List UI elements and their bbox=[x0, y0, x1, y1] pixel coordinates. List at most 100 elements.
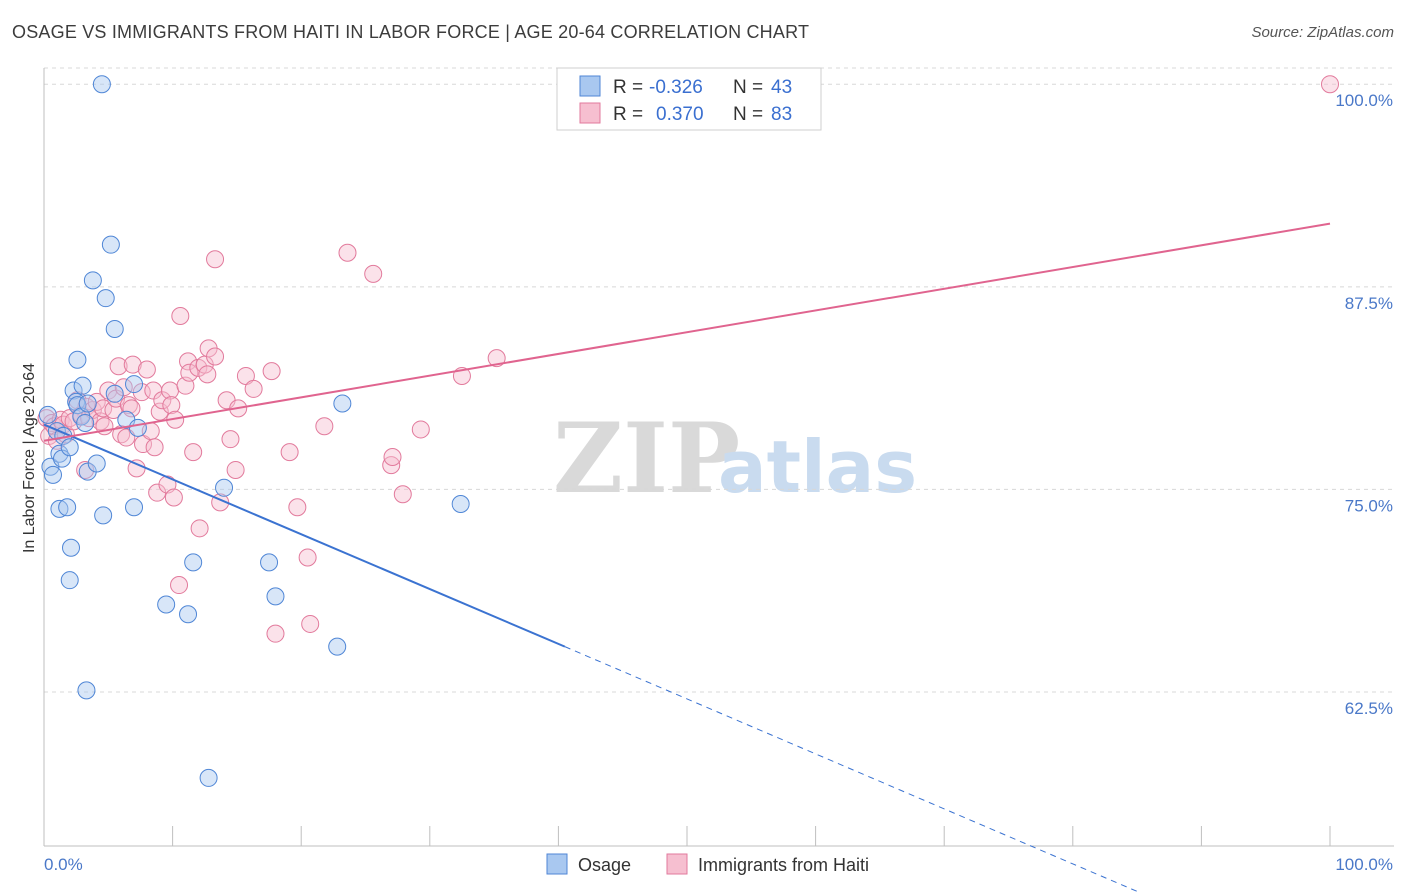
haiti-point bbox=[288, 498, 307, 517]
haiti-n-value: 83 bbox=[771, 104, 792, 125]
osage-point bbox=[184, 553, 203, 572]
osage-point bbox=[266, 587, 285, 606]
y-tick-labels: 62.5% 75.0% 87.5% 100.0% bbox=[1335, 91, 1393, 718]
osage-point bbox=[215, 478, 234, 497]
osage-point bbox=[451, 495, 470, 514]
haiti-point bbox=[298, 548, 317, 567]
osage-point bbox=[50, 499, 69, 518]
osage-point bbox=[101, 235, 120, 254]
haiti-legend-swatch bbox=[579, 102, 601, 124]
osage-point bbox=[76, 413, 95, 432]
haiti-point bbox=[109, 357, 128, 376]
haiti-point bbox=[411, 420, 430, 439]
haiti-point bbox=[119, 396, 138, 415]
haiti-point bbox=[164, 488, 183, 507]
osage-point bbox=[50, 444, 69, 463]
osage-point bbox=[94, 506, 113, 525]
haiti-point bbox=[1321, 75, 1339, 94]
haiti-point bbox=[123, 355, 142, 374]
haiti-point bbox=[338, 243, 357, 262]
haiti-point bbox=[112, 425, 131, 444]
haiti-point bbox=[487, 349, 506, 368]
osage-point bbox=[60, 571, 79, 590]
osage-point bbox=[96, 289, 115, 308]
haiti-point bbox=[153, 391, 172, 410]
haiti-trend-line bbox=[43, 222, 1331, 442]
haiti-point bbox=[137, 360, 156, 379]
watermark-atlas: atlas bbox=[718, 425, 917, 509]
haiti-point bbox=[76, 460, 95, 479]
osage-point bbox=[62, 538, 81, 557]
osage-point bbox=[128, 418, 147, 437]
haiti-point bbox=[262, 362, 281, 381]
axes bbox=[43, 68, 1394, 847]
osage-point bbox=[60, 438, 79, 457]
haiti-point bbox=[301, 614, 320, 633]
stats-legend-box bbox=[556, 67, 822, 131]
osage-point bbox=[179, 605, 198, 624]
haiti-point bbox=[114, 378, 133, 397]
osage-point bbox=[68, 350, 87, 369]
y-tick-label: 100.0% bbox=[1335, 91, 1393, 110]
osage-point bbox=[44, 465, 63, 484]
osage-point bbox=[77, 681, 96, 700]
y-tick-label: 87.5% bbox=[1345, 294, 1393, 313]
osage-point bbox=[64, 381, 83, 400]
osage-point bbox=[105, 319, 124, 338]
y-axis-label: In Labor Force | Age 20-64 bbox=[21, 363, 38, 553]
haiti-point bbox=[393, 485, 412, 504]
osage-point bbox=[125, 375, 144, 394]
legend-haiti-label: Immigrants from Haiti bbox=[698, 855, 869, 875]
haiti-point bbox=[226, 460, 245, 479]
osage-trend-line bbox=[43, 423, 566, 648]
haiti-point bbox=[221, 430, 240, 449]
y-tick-label: 62.5% bbox=[1345, 699, 1393, 718]
haiti-point bbox=[198, 365, 217, 384]
osage-point bbox=[328, 637, 347, 656]
haiti-point bbox=[364, 264, 383, 283]
osage-point bbox=[199, 768, 218, 787]
x-tick-labels: 0.0% 100.0% bbox=[44, 855, 1393, 874]
osage-point bbox=[125, 498, 144, 517]
chart-title: OSAGE VS IMMIGRANTS FROM HAITI IN LABOR … bbox=[12, 22, 810, 42]
legend-osage-swatch bbox=[546, 853, 568, 875]
osage-point bbox=[260, 553, 279, 572]
watermark: ZIP atlas bbox=[553, 402, 917, 515]
osage-point bbox=[333, 394, 352, 413]
haiti-point bbox=[206, 250, 225, 269]
haiti-point bbox=[170, 576, 189, 595]
series-legend: Osage Immigrants from Haiti bbox=[546, 853, 869, 875]
osage-trend-extension bbox=[564, 646, 1138, 892]
osage-point bbox=[73, 376, 92, 395]
stats-legend: R = -0.326 N = 43 R = 0.370 N = 83 bbox=[556, 67, 822, 131]
haiti-r-label: R = bbox=[613, 104, 643, 125]
chart-source: Source: ZipAtlas.com bbox=[1251, 24, 1394, 41]
haiti-point bbox=[87, 392, 106, 411]
legend-osage-label: Osage bbox=[578, 855, 631, 875]
osage-point bbox=[105, 384, 124, 403]
osage-point bbox=[38, 405, 57, 424]
haiti-point bbox=[145, 438, 164, 457]
legend-haiti-swatch bbox=[666, 853, 688, 875]
osage-r-value: -0.326 bbox=[649, 77, 703, 98]
x-tick-label: 0.0% bbox=[44, 855, 83, 874]
osage-point bbox=[157, 595, 176, 614]
haiti-point bbox=[117, 428, 136, 447]
osage-point bbox=[87, 454, 106, 473]
haiti-point bbox=[206, 347, 225, 366]
haiti-n-label: N = bbox=[733, 104, 763, 125]
osage-point bbox=[83, 271, 102, 290]
osage-point bbox=[58, 498, 77, 517]
haiti-points bbox=[37, 75, 1339, 643]
trend-lines bbox=[43, 222, 1331, 892]
haiti-r-value: 0.370 bbox=[656, 104, 704, 125]
haiti-point bbox=[171, 306, 190, 325]
haiti-point bbox=[383, 448, 402, 466]
haiti-point bbox=[244, 379, 263, 398]
osage-n-label: N = bbox=[733, 77, 763, 98]
osage-n-value: 43 bbox=[771, 77, 792, 98]
osage-points bbox=[38, 75, 470, 787]
osage-r-label: R = bbox=[613, 77, 643, 98]
haiti-point bbox=[184, 443, 203, 462]
